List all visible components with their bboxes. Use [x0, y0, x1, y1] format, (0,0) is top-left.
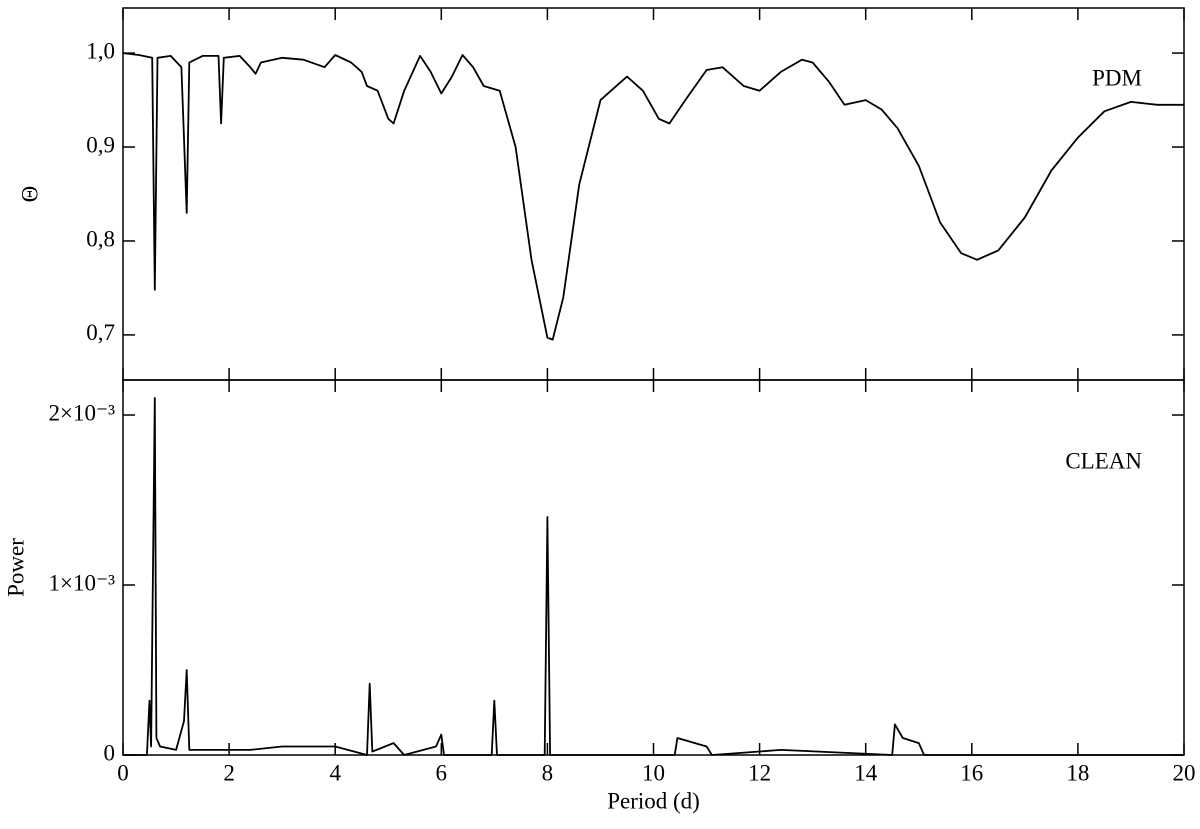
x-tick-label: 0 — [117, 760, 129, 785]
y-tick-label: 0 — [104, 740, 116, 765]
data-line — [122, 52, 1184, 341]
y-tick-label: 0,7 — [86, 320, 115, 345]
x-tick-label: 2 — [223, 760, 235, 785]
data-line — [123, 397, 1184, 756]
x-tick-label: 18 — [1066, 760, 1089, 785]
annotation: CLEAN — [1065, 448, 1142, 473]
x-tick-label: 10 — [642, 760, 665, 785]
x-tick-label: 4 — [329, 760, 341, 785]
x-tick-label: 6 — [436, 760, 448, 785]
x-tick-label: 12 — [748, 760, 771, 785]
x-axis-label: Period (d) — [607, 788, 700, 813]
x-tick-label: 14 — [854, 760, 878, 785]
annotation: PDM — [1092, 65, 1142, 90]
x-tick-label: 16 — [960, 760, 983, 785]
y-tick-label: 1×10⁻³ — [48, 570, 115, 595]
y-axis-label: Power — [3, 538, 28, 597]
plot-frame — [122, 7, 1185, 381]
x-tick-label: 8 — [542, 760, 554, 785]
plot-frame — [122, 379, 1185, 756]
y-tick-label: 0,9 — [86, 132, 115, 157]
y-axis-label: Θ — [17, 186, 42, 203]
y-tick-label: 1,0 — [86, 38, 115, 63]
y-tick-label: 0,8 — [86, 226, 115, 251]
y-tick-label: 2×10⁻³ — [48, 400, 115, 425]
x-tick-label: 20 — [1173, 760, 1196, 785]
